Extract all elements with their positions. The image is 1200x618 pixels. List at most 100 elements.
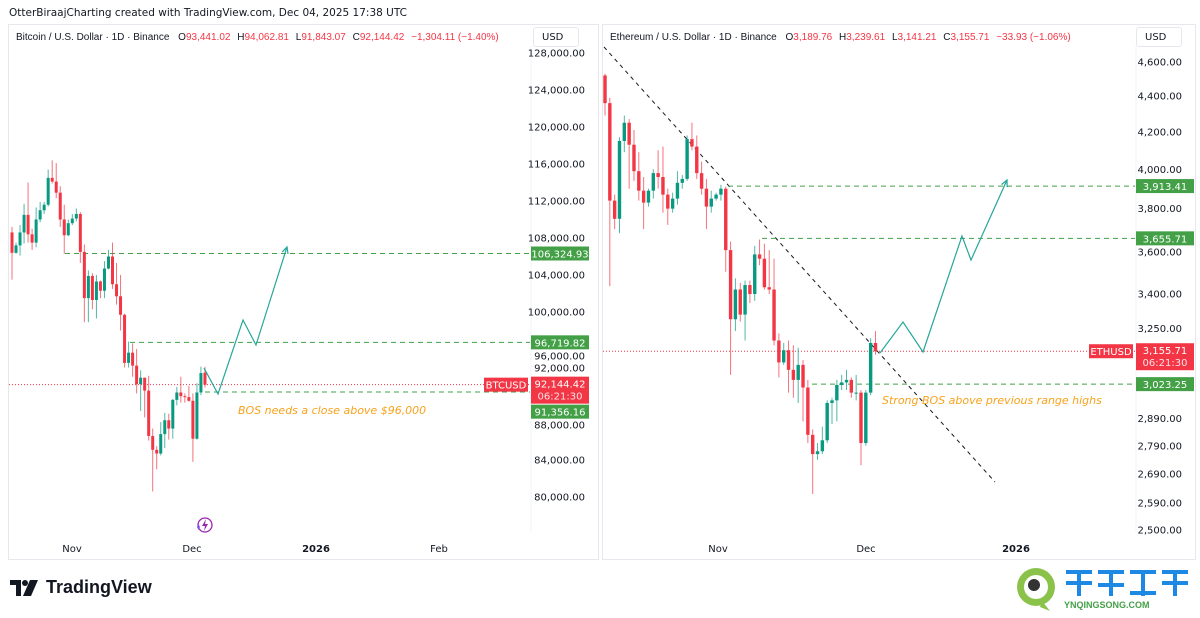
btc-candle-body <box>115 284 119 297</box>
eth-candle-body <box>762 258 767 288</box>
btc-candle-body <box>26 214 30 235</box>
btc-candle-body <box>10 232 14 253</box>
btc-symbol-tag: BTCUSD <box>486 381 527 392</box>
eth-candle-body <box>622 122 627 142</box>
btc-y-tick-label: 120,000.00 <box>528 123 585 134</box>
btc-level-label: 96,719.82 <box>535 338 586 349</box>
eth-level-label-bg <box>1136 377 1194 392</box>
eth-candle-body <box>608 103 612 201</box>
eth-candle-body <box>782 350 786 363</box>
eth-candle-body <box>791 369 796 380</box>
btc-candle-body <box>167 420 171 429</box>
eth-y-tick-label: 2,500.00 <box>1137 525 1182 536</box>
btc-level-label: 91,356.16 <box>535 408 586 419</box>
eth-candle-body <box>666 194 670 209</box>
eth-candle-body <box>830 400 834 403</box>
btc-level-label: 106,324.93 <box>531 249 588 260</box>
btc-candle-body <box>159 434 163 454</box>
eth-candle-body <box>704 188 709 207</box>
btc-candle-body <box>30 234 34 243</box>
eth-candle-body <box>786 350 791 370</box>
btc-y-tick-label: 100,000.00 <box>528 308 585 319</box>
eth-low: 3,141.21 <box>897 32 937 43</box>
btc-candle-body <box>18 232 22 246</box>
btc-candle-body <box>74 213 78 219</box>
btc-candle-body <box>111 256 114 285</box>
eth-candle-body <box>714 194 718 199</box>
eth-y-tick-label: 3,250.00 <box>1137 324 1182 335</box>
btc-candle-body <box>179 392 183 397</box>
eth-trendline <box>603 46 996 483</box>
btc-candle-body <box>175 392 179 400</box>
btc-legend: Bitcoin / U.S. Dollar · 1D · Binance O93… <box>16 32 499 43</box>
btc-close: 92,144.42 <box>359 32 405 43</box>
eth-candle-body <box>859 392 863 444</box>
btc-currency-button[interactable]: USD <box>533 27 579 47</box>
eth-projection-arrowhead <box>1001 178 1008 188</box>
eth-y-tick-label: 4,000.00 <box>1137 165 1182 176</box>
btc-level-label-bg <box>531 404 589 419</box>
eth-candle-body <box>815 451 820 455</box>
btc-candle-body <box>78 213 82 252</box>
eth-y-tick-label: 3,400.00 <box>1137 290 1182 301</box>
btc-candle-body <box>135 365 139 385</box>
eth-symbol-tag-bg <box>1089 344 1133 359</box>
btc-open: 93,441.02 <box>185 32 231 43</box>
eth-candle-body <box>699 173 704 189</box>
btc-last-price-bg <box>531 376 589 404</box>
eth-y-tick-label: 2,690.00 <box>1137 469 1182 480</box>
btc-candle-body <box>171 399 175 429</box>
btc-candle-body <box>195 392 199 439</box>
btc-candle-body <box>46 177 50 205</box>
eth-candle-body <box>695 146 699 174</box>
watermark-url: YNQINGSONG.COM <box>1064 600 1150 610</box>
eth-candle-body <box>835 384 839 401</box>
btc-chart-panel[interactable]: Bitcoin / U.S. Dollar · 1D · Binance O93… <box>8 24 599 560</box>
eth-candle-body <box>849 379 854 393</box>
eth-x-tick-label: Nov <box>708 544 728 555</box>
btc-candle-body <box>86 275 90 299</box>
eth-candle-body <box>661 176 665 195</box>
btc-y-tick-label: 96,000.00 <box>534 351 585 362</box>
btc-candle-body <box>119 296 123 315</box>
btc-candle-body <box>82 251 86 299</box>
watermark-eye-icon <box>1017 568 1055 611</box>
btc-candle-body <box>155 449 159 454</box>
btc-candle-body <box>183 396 187 398</box>
btc-candle-body <box>203 372 207 385</box>
btc-candle-body <box>139 377 143 385</box>
eth-y-tick-label: 4,600.00 <box>1137 58 1182 69</box>
eth-candle-body <box>641 190 646 203</box>
eth-y-tick-label: 4,400.00 <box>1137 92 1182 103</box>
eth-open: 3,189.76 <box>793 32 833 43</box>
btc-y-tick-label: 92,000.00 <box>534 364 585 375</box>
btc-candle-body <box>70 218 74 224</box>
btc-x-tick-label: Nov <box>62 544 82 555</box>
btc-candle-body <box>187 397 191 401</box>
eth-candle-body <box>743 285 747 315</box>
eth-symbol-title[interactable]: Ethereum / U.S. Dollar · 1D · Binance <box>610 32 777 43</box>
eth-candle-body <box>767 287 771 290</box>
btc-candle-body <box>127 352 131 363</box>
btc-y-tick-label: 104,000.00 <box>528 271 585 282</box>
tradingview-logo-text: TradingView <box>46 577 152 597</box>
eth-candle-body <box>733 289 738 320</box>
eth-candle-body <box>728 250 733 320</box>
btc-change: −1,304.11 (−1.40%) <box>411 32 499 43</box>
btc-y-tick-label: 124,000.00 <box>528 86 585 97</box>
eth-candle-body <box>772 289 776 341</box>
eth-countdown-label: 06:21:30 <box>1143 358 1188 369</box>
btc-x-tick-label: Dec <box>182 544 201 555</box>
eth-symbol-tag: ETHUSD <box>1090 347 1132 358</box>
eth-projection-path <box>879 179 1008 354</box>
eth-candle-body <box>719 188 723 195</box>
btc-level-label-bg <box>531 335 589 350</box>
btc-x-tick-label: 2026 <box>302 544 330 555</box>
btc-symbol-title[interactable]: Bitcoin / U.S. Dollar · 1D · Binance <box>16 32 170 43</box>
eth-currency-button[interactable]: USD <box>1136 27 1182 47</box>
eth-chart-panel[interactable]: Ethereum / U.S. Dollar · 1D · Binance O3… <box>602 24 1196 560</box>
btc-countdown-label: 06:21:30 <box>538 392 583 403</box>
btc-symbol-tag-bg <box>484 377 528 392</box>
eth-candle-body <box>796 364 800 380</box>
tradingview-logo[interactable]: TradingView <box>10 577 152 598</box>
